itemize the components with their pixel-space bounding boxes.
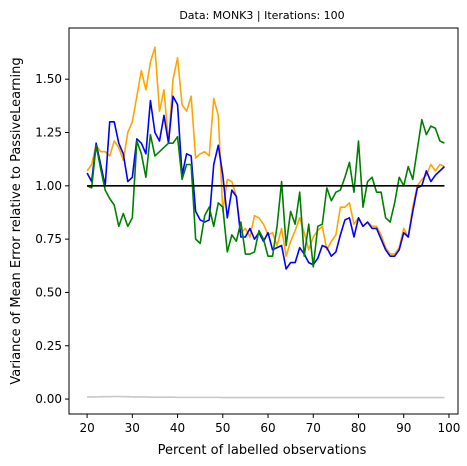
series-line-1 bbox=[86, 46, 445, 257]
chart-title: Data: MONK3 | Iterations: 100 bbox=[179, 9, 344, 22]
y-tick-label: 1.00 bbox=[35, 179, 62, 193]
y-tick-label: 0.00 bbox=[35, 392, 62, 406]
x-tick-label: 70 bbox=[306, 421, 321, 435]
x-tick-label: 60 bbox=[260, 421, 275, 435]
y-tick-label: 1.25 bbox=[35, 125, 62, 139]
plot-frame bbox=[68, 27, 459, 415]
y-tick-label: 1.50 bbox=[35, 72, 62, 86]
x-tick-label: 50 bbox=[215, 421, 230, 435]
y-tick-label: 0.50 bbox=[35, 285, 62, 299]
series-layer bbox=[86, 46, 445, 399]
x-tick-label: 40 bbox=[170, 421, 185, 435]
x-tick-label: 90 bbox=[396, 421, 411, 435]
y-tick-label: 0.25 bbox=[35, 339, 62, 353]
series-line-5 bbox=[87, 395, 445, 399]
y-axis: 0.00 0.25 0.50 0.75 1.00 1.25 1.50 bbox=[35, 72, 69, 406]
y-axis-label: Variance of Mean Error relative to Passi… bbox=[9, 57, 24, 384]
x-axis-label: Percent of labelled observations bbox=[158, 443, 367, 458]
x-tick-label: 100 bbox=[438, 421, 461, 435]
y-tick-label: 0.75 bbox=[35, 232, 62, 246]
x-axis: 20 30 40 50 60 70 80 90 100 bbox=[79, 414, 460, 435]
series-line-2 bbox=[86, 95, 445, 270]
x-tick-label: 30 bbox=[125, 421, 140, 435]
x-tick-label: 20 bbox=[79, 421, 94, 435]
x-tick-label: 80 bbox=[351, 421, 366, 435]
series-line-3 bbox=[86, 118, 445, 268]
